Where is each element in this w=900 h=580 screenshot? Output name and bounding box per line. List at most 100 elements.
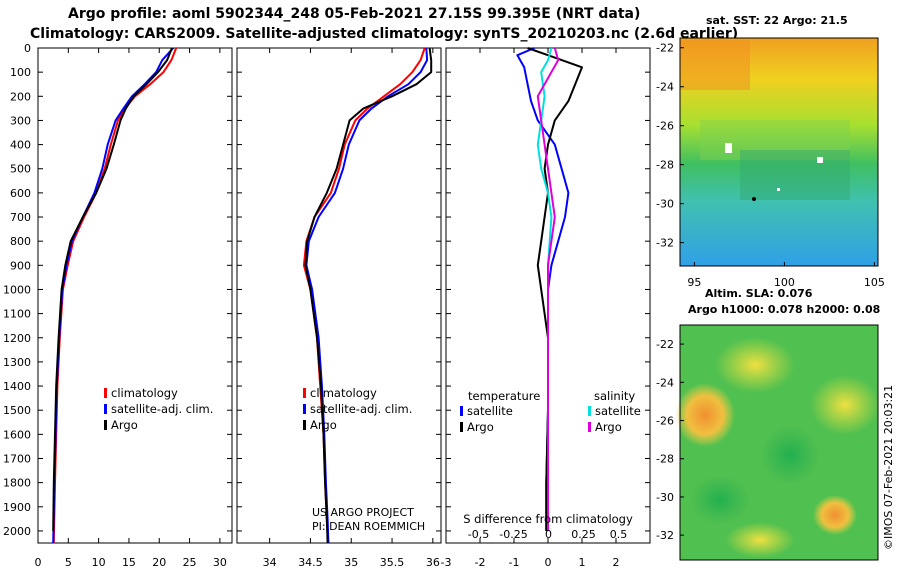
- x-tick-label: 20: [152, 556, 166, 569]
- legend-label: Argo: [111, 418, 138, 432]
- sla-lat-tick-label: -30: [656, 491, 674, 504]
- legend-label: climatology: [111, 386, 178, 400]
- legend-swatch: [303, 420, 306, 430]
- title-line-1: Argo profile: aoml 5902344_248 05-Feb-20…: [68, 6, 641, 22]
- title-line-2: Climatology: CARS2009. Satellite-adjuste…: [30, 26, 739, 42]
- x-tick-label: 30: [213, 556, 227, 569]
- legend-label: climatology: [310, 386, 377, 400]
- temperature-profile-panel: 0100200300400500600700800900100011001200…: [3, 42, 233, 569]
- sla-blob: [813, 495, 857, 535]
- sst-lat-tick-label: -26: [656, 120, 674, 133]
- series-line-argo: [304, 47, 433, 544]
- diff-top-tick-label: 0.5: [610, 528, 628, 541]
- diff-top-tick-label: 0: [545, 528, 552, 541]
- legend-swatch: [303, 404, 306, 414]
- depth-tick-label: 1800: [3, 477, 31, 490]
- sst-map: sat. SST: 22 Argo: 21.5 -22 -24 -26 -28 -30 -…: [656, 14, 885, 289]
- legend-label: Argo: [595, 420, 622, 434]
- depth-tick-label: 1700: [3, 452, 31, 465]
- x-tick-label: 34: [263, 556, 277, 569]
- legend-title-salinity: salinity: [594, 389, 635, 403]
- sst-lat-tick-label: -30: [656, 198, 674, 211]
- depth-tick-label: 200: [10, 90, 31, 103]
- sst-lon-tick-label: 95: [687, 276, 701, 289]
- credit-pi: PI: DEAN ROEMMICH: [312, 520, 425, 533]
- sst-title: sat. SST: 22 Argo: 21.5: [706, 14, 848, 27]
- cloud-gap: [725, 143, 732, 153]
- depth-tick-label: 1200: [3, 332, 31, 345]
- legend-label: satellite: [467, 404, 513, 418]
- x-tick-label: 0: [35, 556, 42, 569]
- sla-lat-tick-label: -32: [656, 529, 674, 542]
- x-tick-label: 5: [65, 556, 72, 569]
- x-tick-label: 2: [613, 556, 620, 569]
- depth-tick-label: 1300: [3, 356, 31, 369]
- legend-label: Argo: [310, 418, 337, 432]
- x-tick-label: 34.5: [298, 556, 323, 569]
- legend-swatch: [588, 422, 591, 432]
- diff-top-tick-label: 0.25: [571, 528, 596, 541]
- sla-blob: [715, 337, 795, 393]
- depth-tick-label: 1100: [3, 308, 31, 321]
- difference-profile-panel: -3 -2 -1 0 1 2: [441, 47, 651, 569]
- depth-tick-label: 400: [10, 139, 31, 152]
- sst-patch: [700, 120, 850, 160]
- sst-patch: [740, 150, 850, 200]
- sla-lat-tick-label: -26: [656, 415, 674, 428]
- x-tick-label: 15: [122, 556, 136, 569]
- legend-label: satellite-adj. clim.: [111, 402, 213, 416]
- x-tick-label: 25: [183, 556, 197, 569]
- x-tick-label: 35: [344, 556, 358, 569]
- sst-map-frame: [679, 37, 879, 267]
- x-tick-label: 36: [426, 556, 440, 569]
- x-tick-label: -1: [509, 556, 520, 569]
- legend-swatch: [588, 406, 591, 416]
- legend-swatch: [460, 406, 463, 416]
- salinity-profile-frame: [236, 47, 442, 544]
- sla-blob: [690, 475, 750, 525]
- x-tick-label: 1: [579, 556, 586, 569]
- x-tick-label: 0: [545, 556, 552, 569]
- depth-tick-label: 1600: [3, 428, 31, 441]
- depth-tick-label: 0: [24, 42, 31, 55]
- sla-map: Altim. SLA: 0.076 Argo h1000: 0.078 h200…: [656, 287, 880, 561]
- depth-tick-label: 300: [10, 114, 31, 127]
- sla-title-2: Argo h1000: 0.078 h2000: 0.08: [688, 303, 880, 316]
- legend-label: Argo: [467, 420, 494, 434]
- depth-tick-label: 900: [10, 259, 31, 272]
- legend-swatch: [104, 404, 107, 414]
- legend-swatch: [303, 388, 306, 398]
- sst-lon-tick-label: 100: [774, 276, 795, 289]
- depth-tick-label: 2000: [3, 525, 31, 538]
- x-tick-label: 10: [92, 556, 106, 569]
- cloud-gap: [777, 188, 780, 191]
- sla-map-frame: [679, 324, 879, 561]
- temperature-profile-frame: [37, 47, 233, 544]
- diff-top-tick-label: -0.5: [468, 528, 489, 541]
- legend-label: satellite: [595, 404, 641, 418]
- depth-tick-label: 800: [10, 235, 31, 248]
- legend-swatch: [104, 420, 107, 430]
- cloud-gap: [817, 157, 823, 163]
- diff-top-tick-label: -0.25: [499, 528, 527, 541]
- sst-lat-tick-label: -22: [656, 42, 674, 55]
- depth-tick-label: 1500: [3, 404, 31, 417]
- sst-lon-tick-label: 105: [864, 276, 885, 289]
- sst-patch: [680, 40, 750, 90]
- x-tick-label: -3: [441, 556, 452, 569]
- credit-project: US ARGO PROJECT: [312, 506, 414, 519]
- sst-lat-tick-label: -28: [656, 159, 674, 172]
- imos-stamp: ©IMOS 07-Feb-2021 20:03:21: [882, 385, 895, 550]
- legend-swatch: [104, 388, 107, 398]
- sla-blob: [725, 522, 795, 558]
- sla-title-1: Altim. SLA: 0.076: [705, 287, 813, 300]
- salinity-profile-panel: 34 34.5 35 35.5 36: [236, 47, 442, 569]
- x-tick-label: 35.5: [380, 556, 405, 569]
- sla-blob: [810, 375, 880, 435]
- series-line-salinity-argo: [536, 47, 560, 531]
- depth-tick-label: 700: [10, 211, 31, 224]
- sst-lat-tick-label: -24: [656, 81, 674, 94]
- depth-tick-label: 500: [10, 163, 31, 176]
- sla-blob: [675, 383, 735, 447]
